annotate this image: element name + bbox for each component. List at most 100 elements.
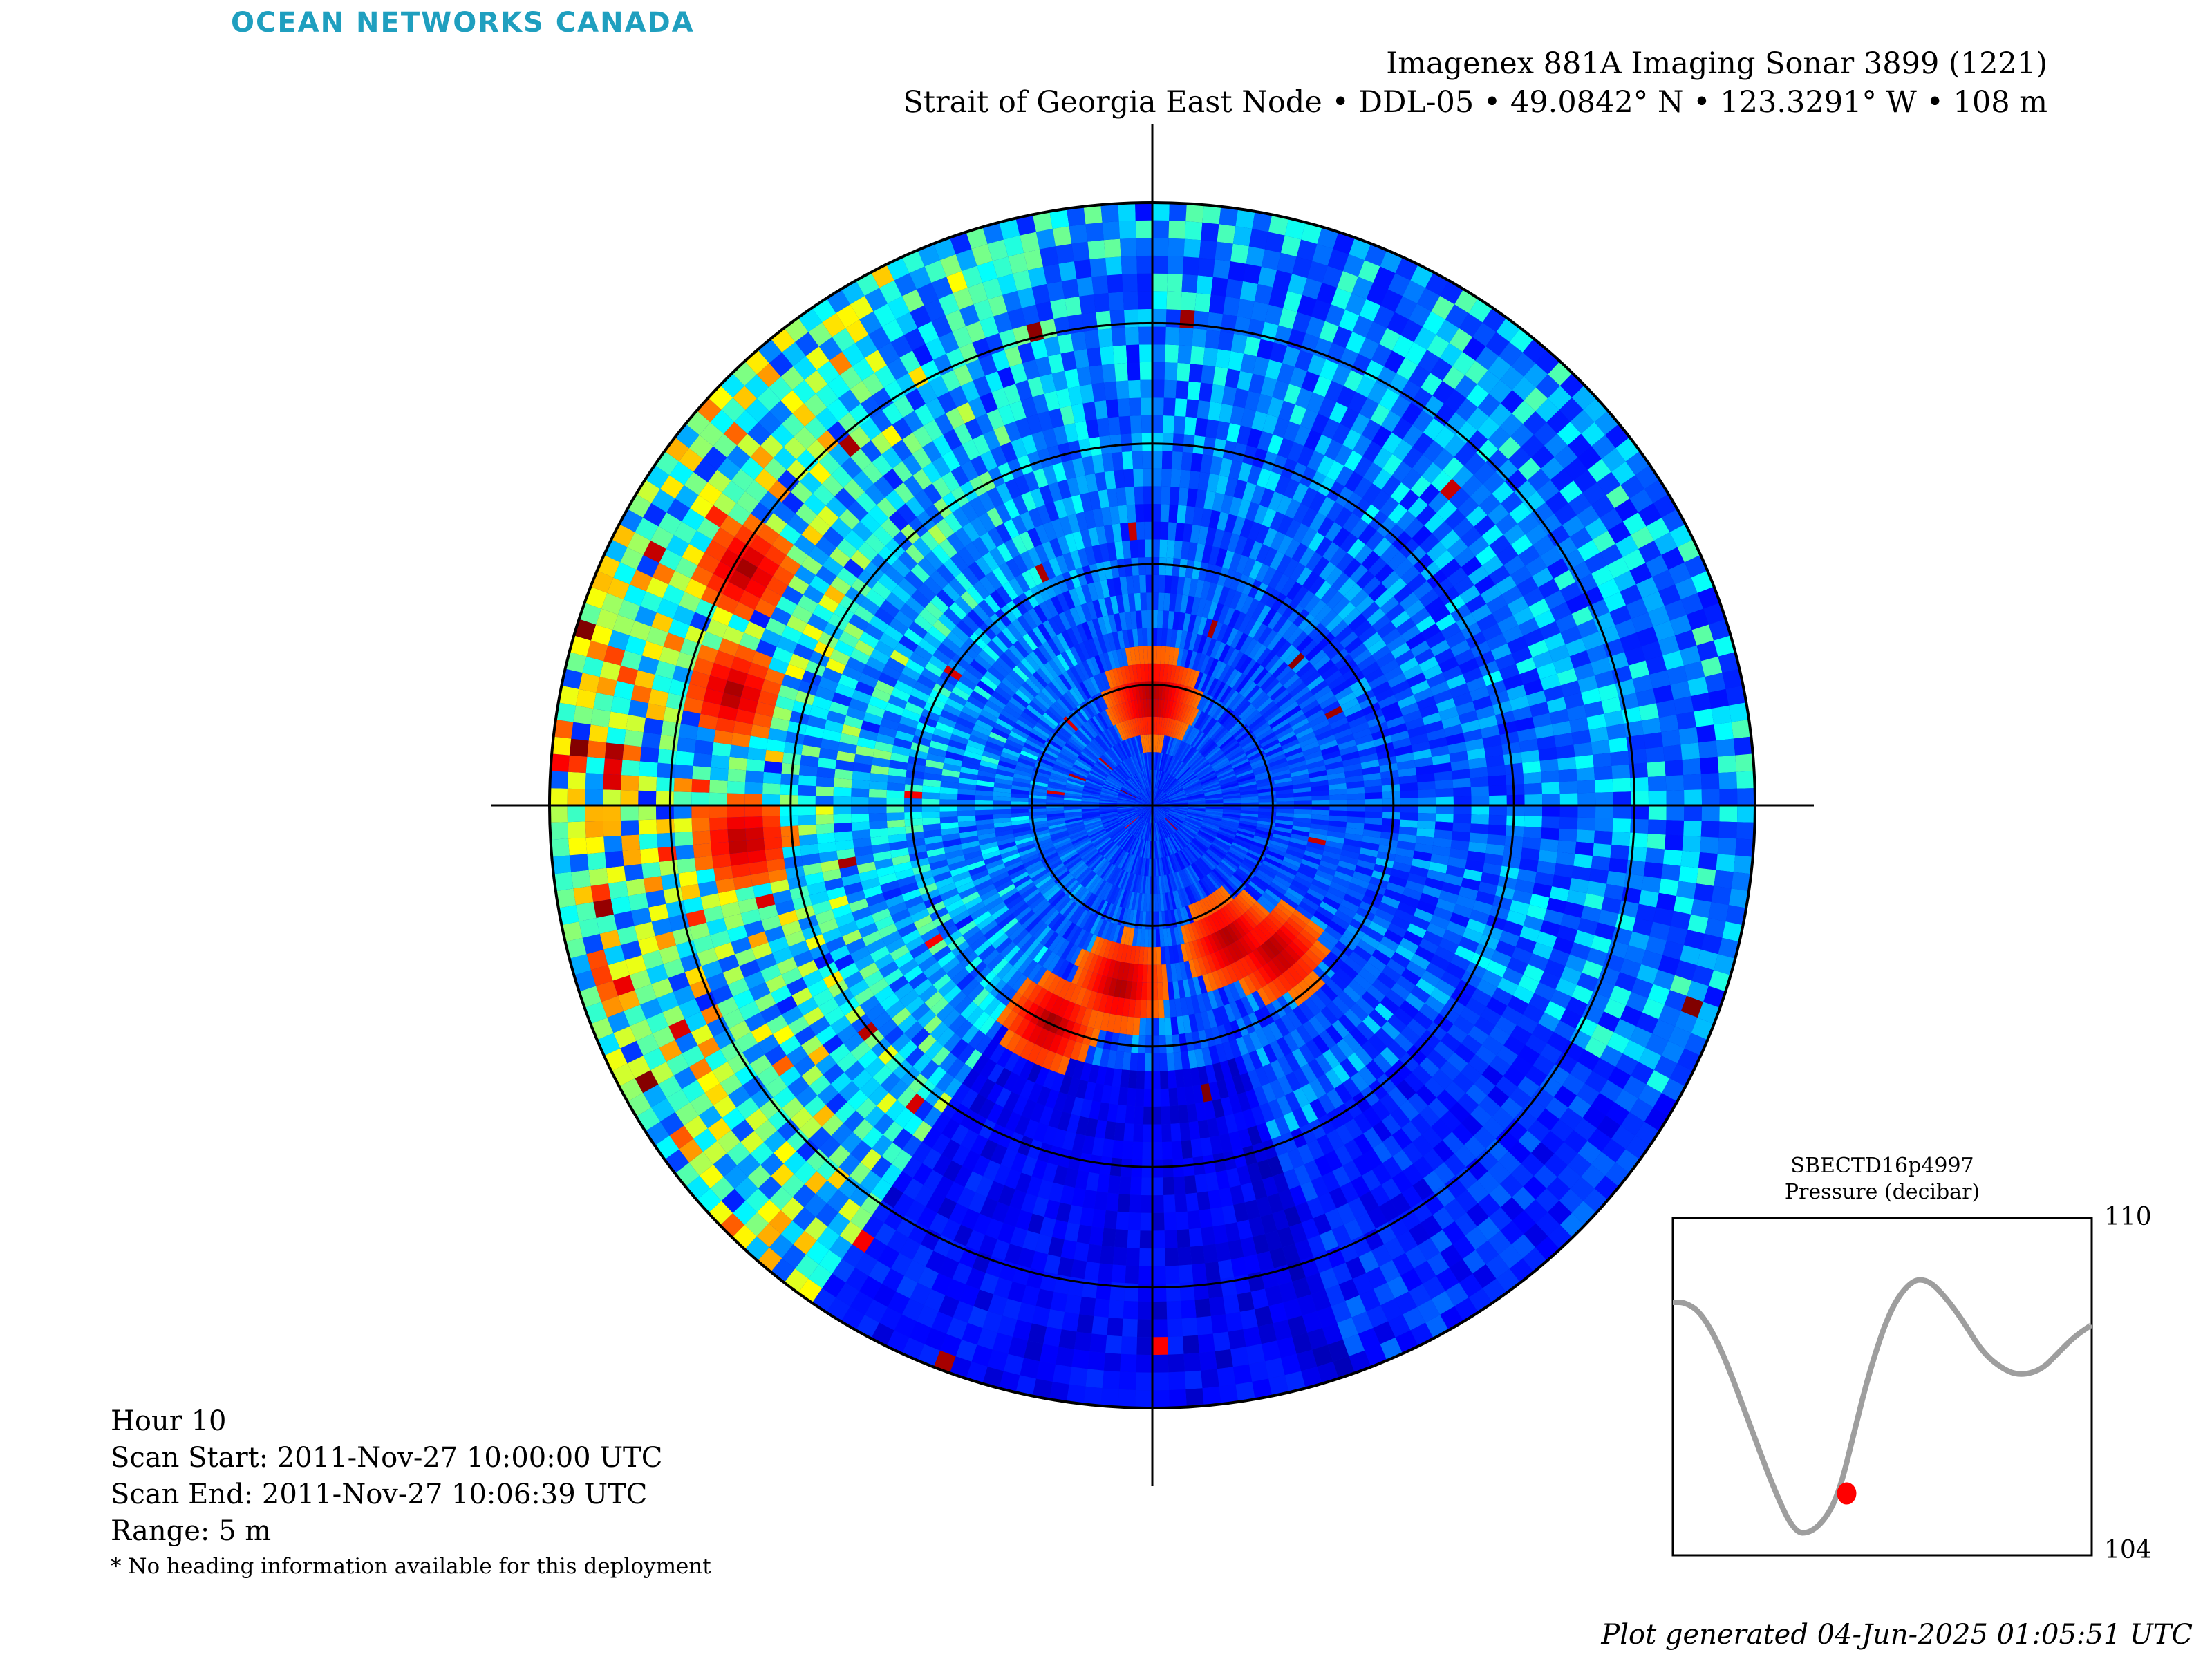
sonar-cell xyxy=(1177,742,1188,759)
sonar-cell xyxy=(1084,820,1102,827)
sonar-cell xyxy=(1137,1053,1145,1071)
sonar-cell xyxy=(1170,801,1188,804)
sonar-cell xyxy=(1125,759,1135,776)
sonar-cell xyxy=(1152,797,1169,805)
sonar-cell xyxy=(1182,778,1199,788)
sonar-cell xyxy=(1090,740,1105,755)
sonar-cell xyxy=(1161,735,1167,753)
sonar-cell xyxy=(1145,1053,1152,1071)
sonar-cell xyxy=(1188,802,1206,805)
sonar-cell xyxy=(1170,873,1178,891)
sonar-cell xyxy=(1141,610,1147,628)
sonar-cell xyxy=(1118,810,1136,818)
sonar-cell xyxy=(1174,721,1183,739)
sonar-cell xyxy=(1179,888,1188,907)
sonar-cell xyxy=(1199,828,1217,838)
sonar-cell xyxy=(1074,838,1091,850)
sonar-cell xyxy=(1109,748,1121,764)
sonar-cell xyxy=(1127,720,1134,738)
sonar-cell xyxy=(1115,870,1125,888)
sonar-cell xyxy=(1052,835,1070,844)
sonar-cell xyxy=(1100,793,1118,798)
sonar-cell xyxy=(1144,789,1152,805)
sonar-cell xyxy=(1082,872,1096,888)
sonar-cell xyxy=(1094,835,1109,847)
sonar-cell xyxy=(1064,792,1082,798)
sonar-cell xyxy=(1061,851,1078,863)
sonar-cell xyxy=(1165,816,1179,830)
sonar-cell xyxy=(1241,799,1259,803)
sonar-cell xyxy=(1100,841,1114,855)
sonar-cell xyxy=(1185,845,1199,861)
sonar-cell xyxy=(1168,787,1184,797)
sonar-cell xyxy=(1082,795,1100,800)
sonar-cell xyxy=(1124,782,1139,795)
sonar-cell xyxy=(1201,823,1219,832)
sonar-cell xyxy=(1219,778,1237,786)
sonar-cell xyxy=(1161,857,1167,876)
sonar-cell xyxy=(1187,865,1199,883)
sonar-cell xyxy=(1158,875,1163,894)
sonar-cell xyxy=(1217,771,1235,780)
sonar-cell xyxy=(1183,779,1199,789)
sonar-cell xyxy=(1134,718,1141,736)
sonar-cell xyxy=(1200,918,1212,936)
sonar-cell xyxy=(1143,752,1147,771)
sonar-cell xyxy=(834,822,852,833)
sonar-cell xyxy=(1162,776,1174,791)
sonar-cell xyxy=(1168,836,1179,852)
sonar-cell xyxy=(1435,788,1454,798)
sonar-cell xyxy=(1160,521,1169,540)
sonar-cell xyxy=(1178,850,1189,868)
sonar-cell xyxy=(1418,797,1436,805)
sonar-cell xyxy=(1212,757,1228,769)
sonar-cell xyxy=(1167,892,1174,910)
sonar-cell xyxy=(1134,736,1141,754)
sonar-cell xyxy=(1147,788,1152,805)
sonar-cell xyxy=(1140,592,1147,611)
sonar-cell xyxy=(1130,756,1138,774)
sonar-cell xyxy=(1130,837,1138,854)
sonar-cell xyxy=(1140,805,1152,818)
sonar-cell xyxy=(1138,557,1146,576)
sonar-cell xyxy=(1142,735,1147,753)
sonar-cell xyxy=(1220,823,1238,831)
sonar-cell xyxy=(1116,743,1127,760)
sonar-cell xyxy=(1452,778,1471,789)
sonar-cell xyxy=(1165,816,1180,829)
sonar-cell xyxy=(1105,821,1121,830)
sonar-cell xyxy=(1117,808,1135,813)
sonar-cell xyxy=(1123,760,1134,776)
sonar-cell xyxy=(1140,893,1145,912)
sonar-cell xyxy=(1135,805,1152,812)
sonar-cell xyxy=(1219,775,1237,784)
sonar-cell xyxy=(1203,785,1221,792)
sonar-cell xyxy=(1104,865,1116,881)
sonar-cell xyxy=(1186,813,1204,819)
sonar-cell xyxy=(1111,868,1121,885)
sonar-cell xyxy=(1201,778,1219,787)
sonar-cell xyxy=(1221,785,1239,791)
sonar-cell xyxy=(1136,798,1152,805)
sonar-cell xyxy=(1187,751,1201,767)
sonar-cell xyxy=(798,775,817,787)
sonar-cell xyxy=(1052,767,1070,776)
sonar-cell xyxy=(1136,773,1145,789)
sonar-cell xyxy=(1159,772,1168,789)
sonar-cell xyxy=(1174,832,1188,847)
sonar-cell xyxy=(1154,770,1159,788)
sonar-cell xyxy=(1179,744,1191,761)
sonar-cell xyxy=(781,835,800,848)
sonar-cell xyxy=(1114,705,1123,723)
sonar-cell xyxy=(1065,855,1081,868)
sonar-cell xyxy=(1207,915,1219,933)
sonar-cell xyxy=(1065,817,1083,823)
sonar-cell xyxy=(1246,883,1262,899)
sonar-cell xyxy=(1100,863,1113,879)
sonar-cell xyxy=(1169,809,1187,816)
sonar-cell xyxy=(1140,1000,1147,1018)
sonar-cell xyxy=(1157,893,1162,912)
sonar-cell xyxy=(1169,796,1187,802)
sonar-cell xyxy=(1138,735,1143,753)
sonar-cell xyxy=(1152,451,1163,469)
